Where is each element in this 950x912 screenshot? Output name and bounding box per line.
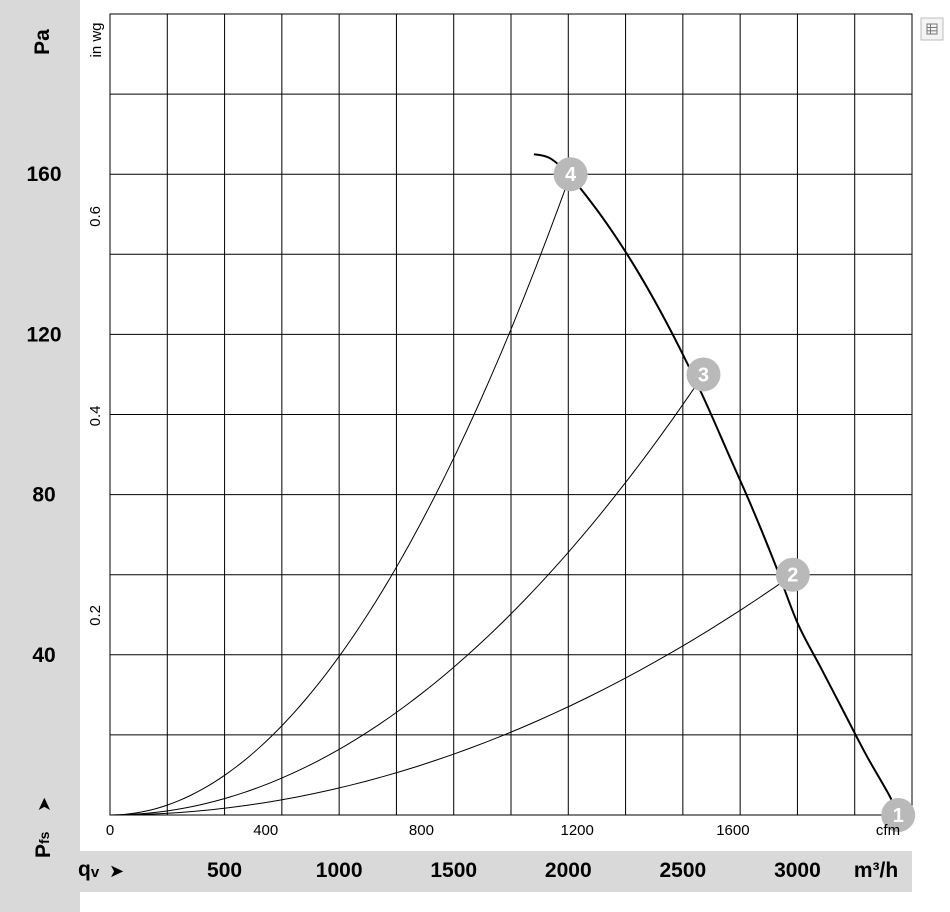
marker-3-label: 3 [698, 364, 709, 386]
x-tick-cfm: 1200 [560, 822, 593, 839]
system-curve-3 [109, 374, 704, 816]
bottom-axis-band [0, 851, 912, 892]
fan-curve-line [533, 153, 900, 816]
marker-1-circle [881, 798, 916, 832]
left-axis-band [0, 0, 80, 912]
x-tick-m3h: 1000 [316, 859, 363, 882]
system-curve-4 [109, 174, 572, 816]
y-axis-label-pfs: Pfs ➤ [32, 797, 55, 858]
marker-4-label: 4 [565, 164, 577, 186]
x-unit-cfm: cfm [876, 822, 900, 839]
x-axis-label-qv: qv [78, 858, 100, 881]
marker-4-circle [553, 157, 588, 192]
y-tick-pa: 80 [32, 484, 55, 507]
curves [109, 153, 900, 816]
y-tick-pa: 40 [32, 644, 55, 667]
x-tick-m3h: 1500 [430, 859, 477, 882]
y-tick-inwg: 0.2 [87, 605, 104, 626]
svg-text:Pfs: Pfs [32, 831, 55, 858]
marker-2-label: 2 [787, 565, 798, 587]
x-tick-cfm: 400 [253, 822, 278, 839]
grid [109, 13, 913, 816]
y-arrow-icon: ➤ [34, 797, 54, 812]
y-tick-pa: 160 [26, 163, 61, 186]
y-tick-inwg: 0.4 [87, 406, 104, 427]
plot-background [80, 0, 912, 851]
x-tick-cfm: 800 [409, 822, 434, 839]
x-arrow-icon: ➤ [109, 861, 124, 881]
x-tick-m3h: 2000 [545, 859, 592, 882]
y-tick-pa: 120 [26, 323, 61, 346]
x-tick-m3h: 2500 [659, 859, 706, 882]
system-curve-2 [109, 574, 794, 816]
marker-1-label: 1 [893, 805, 904, 827]
y-tick-inwg: 0.6 [87, 206, 104, 227]
marker-2-circle [775, 557, 810, 592]
y-axis-label-pa: Pa [31, 29, 54, 55]
x-tick-m3h: 500 [207, 859, 242, 882]
marker-3-circle [686, 357, 721, 392]
curve-markers: 1 2 3 4 [553, 157, 916, 832]
y-axis-label-inwg: in wg [88, 22, 105, 57]
x-tick-cfm: 0 [106, 822, 114, 839]
table-icon[interactable] [920, 17, 944, 41]
x-tick-m3h: 3000 [774, 859, 821, 882]
x-unit-m3h: m³/h [854, 859, 898, 882]
x-tick-cfm: 1600 [716, 822, 749, 839]
